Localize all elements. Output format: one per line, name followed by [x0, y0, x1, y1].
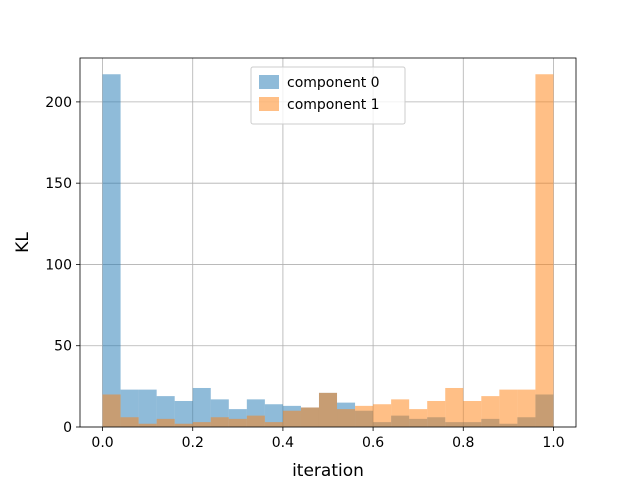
bar-component-1	[174, 423, 193, 427]
y-tick-label: 50	[54, 339, 72, 355]
bar-component-0	[192, 387, 211, 427]
bar-component-1	[300, 407, 319, 427]
bar-component-1	[391, 399, 410, 427]
bar-component-1	[282, 410, 301, 427]
bar-component-1	[210, 417, 229, 427]
bar-component-1	[138, 423, 157, 427]
x-tick-label: 0.4	[272, 435, 294, 451]
bar-component-1	[192, 422, 211, 427]
bar-component-1	[318, 392, 338, 427]
bar-component-1	[228, 418, 247, 427]
bar-component-0	[174, 400, 193, 427]
y-axis-label: KL	[13, 232, 33, 253]
bar-component-1	[355, 405, 374, 427]
bar-component-1	[102, 394, 121, 427]
bar-component-1	[246, 415, 265, 427]
bar-component-0	[264, 404, 283, 427]
bar-component-1	[264, 422, 283, 427]
x-tick-label: 0.8	[452, 435, 474, 451]
x-tick-label: 0.2	[182, 435, 204, 451]
legend-label-component-0: component 0	[287, 75, 380, 91]
bar-component-1	[120, 417, 139, 427]
legend-label-component-1: component 1	[287, 97, 380, 113]
x-tick-label: 1.0	[542, 435, 564, 451]
legend-swatch-component-1	[259, 97, 279, 111]
bar-component-1	[463, 400, 482, 427]
bar-component-1	[499, 389, 518, 427]
bar-component-1	[445, 387, 464, 427]
x-tick-label: 0.6	[362, 435, 384, 451]
bar-component-0	[102, 74, 121, 428]
bar-component-1	[337, 409, 356, 427]
x-tick-label: 0.0	[91, 435, 113, 451]
bars	[102, 74, 554, 428]
legend-box	[250, 66, 406, 125]
bar-component-1	[373, 404, 392, 427]
bar-component-0	[138, 389, 157, 427]
plot-frame	[79, 57, 577, 428]
bar-component-1	[517, 389, 536, 427]
legend-swatch-component-0	[259, 75, 279, 89]
y-tick-label: 0	[63, 420, 72, 436]
bar-component-1	[535, 74, 554, 428]
bar-component-1	[427, 400, 446, 427]
y-tick-label: 200	[45, 95, 72, 111]
bar-component-1	[156, 418, 175, 427]
bar-component-1	[481, 396, 500, 427]
x-axis-label: iteration	[292, 461, 364, 480]
ticks: 0.0 0.2 0.4 0.6 0.8 1.0 0 50 100 150 200	[45, 95, 564, 451]
y-tick-label: 150	[45, 176, 72, 192]
y-tick-label: 100	[45, 257, 72, 273]
legend: component 0 component 1	[250, 66, 406, 125]
bar-component-1	[409, 409, 428, 427]
